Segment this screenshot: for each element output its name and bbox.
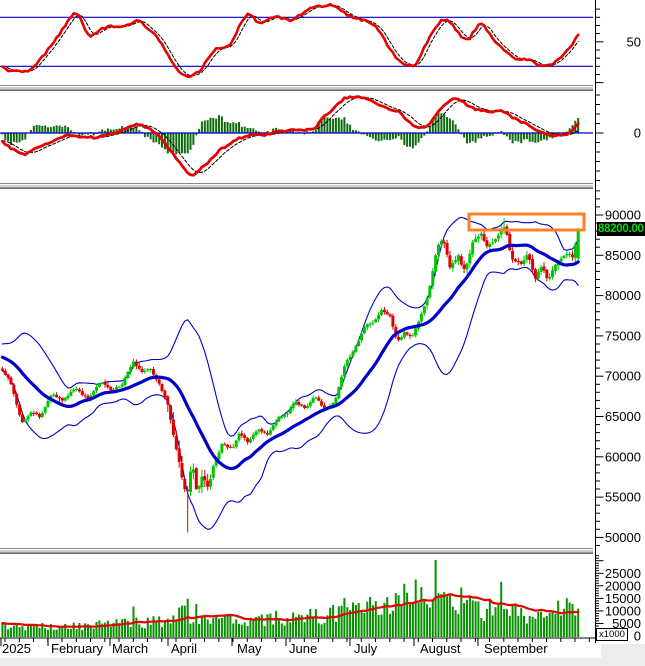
- macd-panel: [0, 95, 593, 177]
- time-axis: 2025 February March April May June July August S…: [0, 637, 596, 656]
- svg-text:July: July: [354, 641, 378, 656]
- svg-text:50000: 50000: [605, 530, 641, 545]
- svg-text:75000: 75000: [605, 328, 641, 343]
- last-price-tag: 88200.00: [597, 222, 645, 236]
- svg-text:May: May: [237, 641, 262, 656]
- svg-text:September: September: [484, 641, 548, 656]
- panel-separators: [0, 85, 593, 554]
- value-axis: 50 0 90000 85000 80000 75000 70000 65000 60000 55…: [595, 0, 641, 644]
- svg-text:55000: 55000: [605, 490, 641, 505]
- svg-text:February: February: [51, 641, 104, 656]
- svg-text:60000: 60000: [605, 449, 641, 464]
- footer-area: [0, 644, 645, 666]
- svg-text:March: March: [112, 641, 148, 656]
- volume-panel: [1, 560, 580, 637]
- svg-text:20000: 20000: [605, 578, 641, 593]
- svg-text:15000: 15000: [605, 591, 641, 606]
- svg-text:June: June: [289, 641, 317, 656]
- svg-text:85000: 85000: [605, 248, 641, 263]
- price-annotation-box[interactable]: [467, 212, 586, 232]
- volume-unit-label: x1000: [596, 628, 628, 641]
- svg-text:August: August: [420, 641, 461, 656]
- svg-text:80000: 80000: [605, 288, 641, 303]
- stochastic-panel: [0, 2, 593, 78]
- svg-text:70000: 70000: [605, 369, 641, 384]
- svg-text:90000: 90000: [605, 208, 641, 223]
- svg-text:25000: 25000: [605, 566, 641, 581]
- svg-text:2025: 2025: [2, 641, 31, 656]
- svg-text:50: 50: [627, 34, 641, 49]
- svg-text:0: 0: [634, 126, 641, 141]
- svg-text:5000: 5000: [612, 616, 641, 631]
- svg-text:April: April: [171, 641, 197, 656]
- svg-text:10000: 10000: [605, 603, 641, 618]
- price-panel: [0, 212, 586, 533]
- svg-text:65000: 65000: [605, 409, 641, 424]
- svg-text:0: 0: [634, 629, 641, 644]
